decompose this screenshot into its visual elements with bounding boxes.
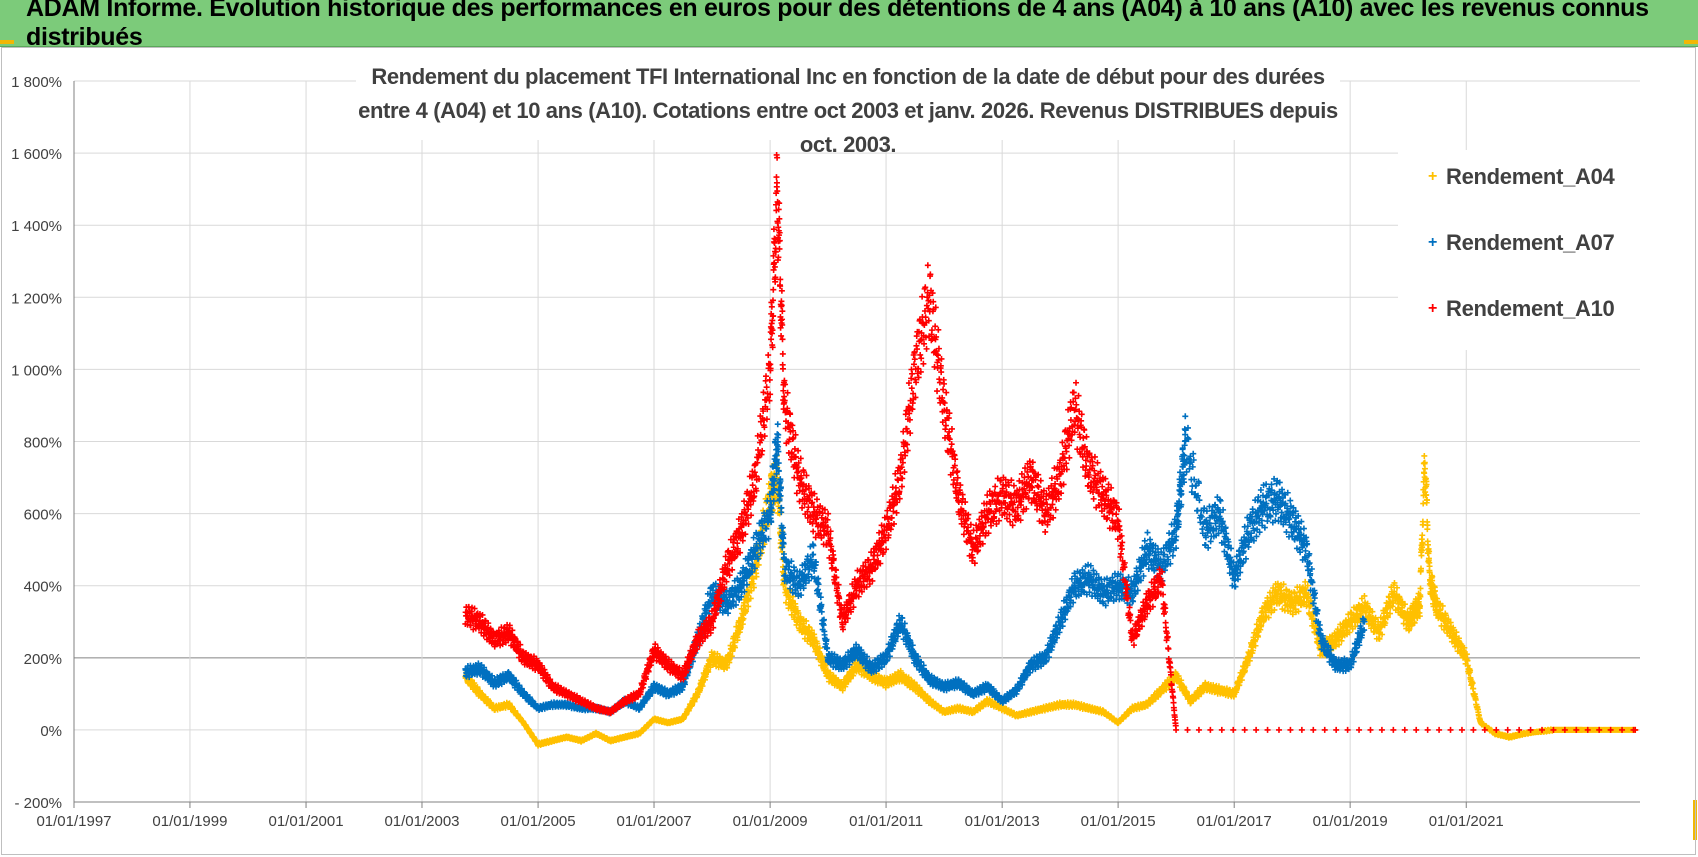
x-tick-label: 01/01/2011 <box>849 813 923 830</box>
y-tick-label: - 200% <box>14 795 62 812</box>
report-banner: ADAM Informe. Evolution historique des p… <box>0 0 1698 51</box>
y-tick-label: 0% <box>40 723 62 740</box>
y-tick-label: 1 000% <box>11 362 62 379</box>
x-tick-label: 01/01/1997 <box>36 813 111 830</box>
data-point <box>1421 465 1428 472</box>
x-tick-label: 01/01/2015 <box>1081 813 1156 830</box>
corner-accent-top-left <box>0 40 14 44</box>
data-point <box>1419 532 1426 539</box>
report-title: ADAM Informe. Evolution historique des p… <box>26 0 1649 51</box>
x-tick-label: 01/01/2005 <box>501 813 576 830</box>
data-point <box>1421 452 1428 459</box>
y-tick-label: 1 800% <box>11 74 62 91</box>
y-tick-label: 1 400% <box>11 218 62 235</box>
y-tick-label: 1 200% <box>11 290 62 307</box>
x-tick-label: 01/01/2017 <box>1197 813 1272 830</box>
series-layer <box>462 151 1639 749</box>
x-tick-label: 01/01/2003 <box>384 813 459 830</box>
x-tick-label: 01/01/2001 <box>269 813 344 830</box>
data-point <box>774 421 781 428</box>
series-rendement-a07 <box>462 413 1368 717</box>
x-tick-label: 01/01/2007 <box>616 813 691 830</box>
data-point <box>1421 459 1428 466</box>
y-tick-label: 400% <box>24 579 62 596</box>
data-point <box>1424 522 1431 529</box>
y-tick-label: 600% <box>24 507 62 524</box>
y-tick-label: 200% <box>24 651 62 668</box>
data-point <box>814 586 821 593</box>
y-tick-label: 1 600% <box>11 146 62 163</box>
x-tick-label: 01/01/1999 <box>152 813 227 830</box>
y-tick-label: 800% <box>24 435 62 452</box>
series-rendement-a04 <box>462 452 1639 749</box>
chart-frame <box>1 47 1696 855</box>
x-tick-label: 01/01/2009 <box>733 813 808 830</box>
x-axis-ticks: 01/01/1997 01/01/1999 01/01/2001 01/01/2003… <box>36 802 1504 830</box>
corner-accent-top-right <box>1684 40 1698 44</box>
x-tick-label: 01/01/2013 <box>965 813 1040 830</box>
data-point <box>1426 563 1433 570</box>
y-axis-ticks: 1 800% 1 600% 1 400% 1 200% 1 000% 800% 600% 40… <box>11 74 62 812</box>
grid-layer <box>73 80 1640 803</box>
x-tick-label: 01/01/2021 <box>1429 813 1504 830</box>
x-tick-label: 01/01/2019 <box>1313 813 1388 830</box>
